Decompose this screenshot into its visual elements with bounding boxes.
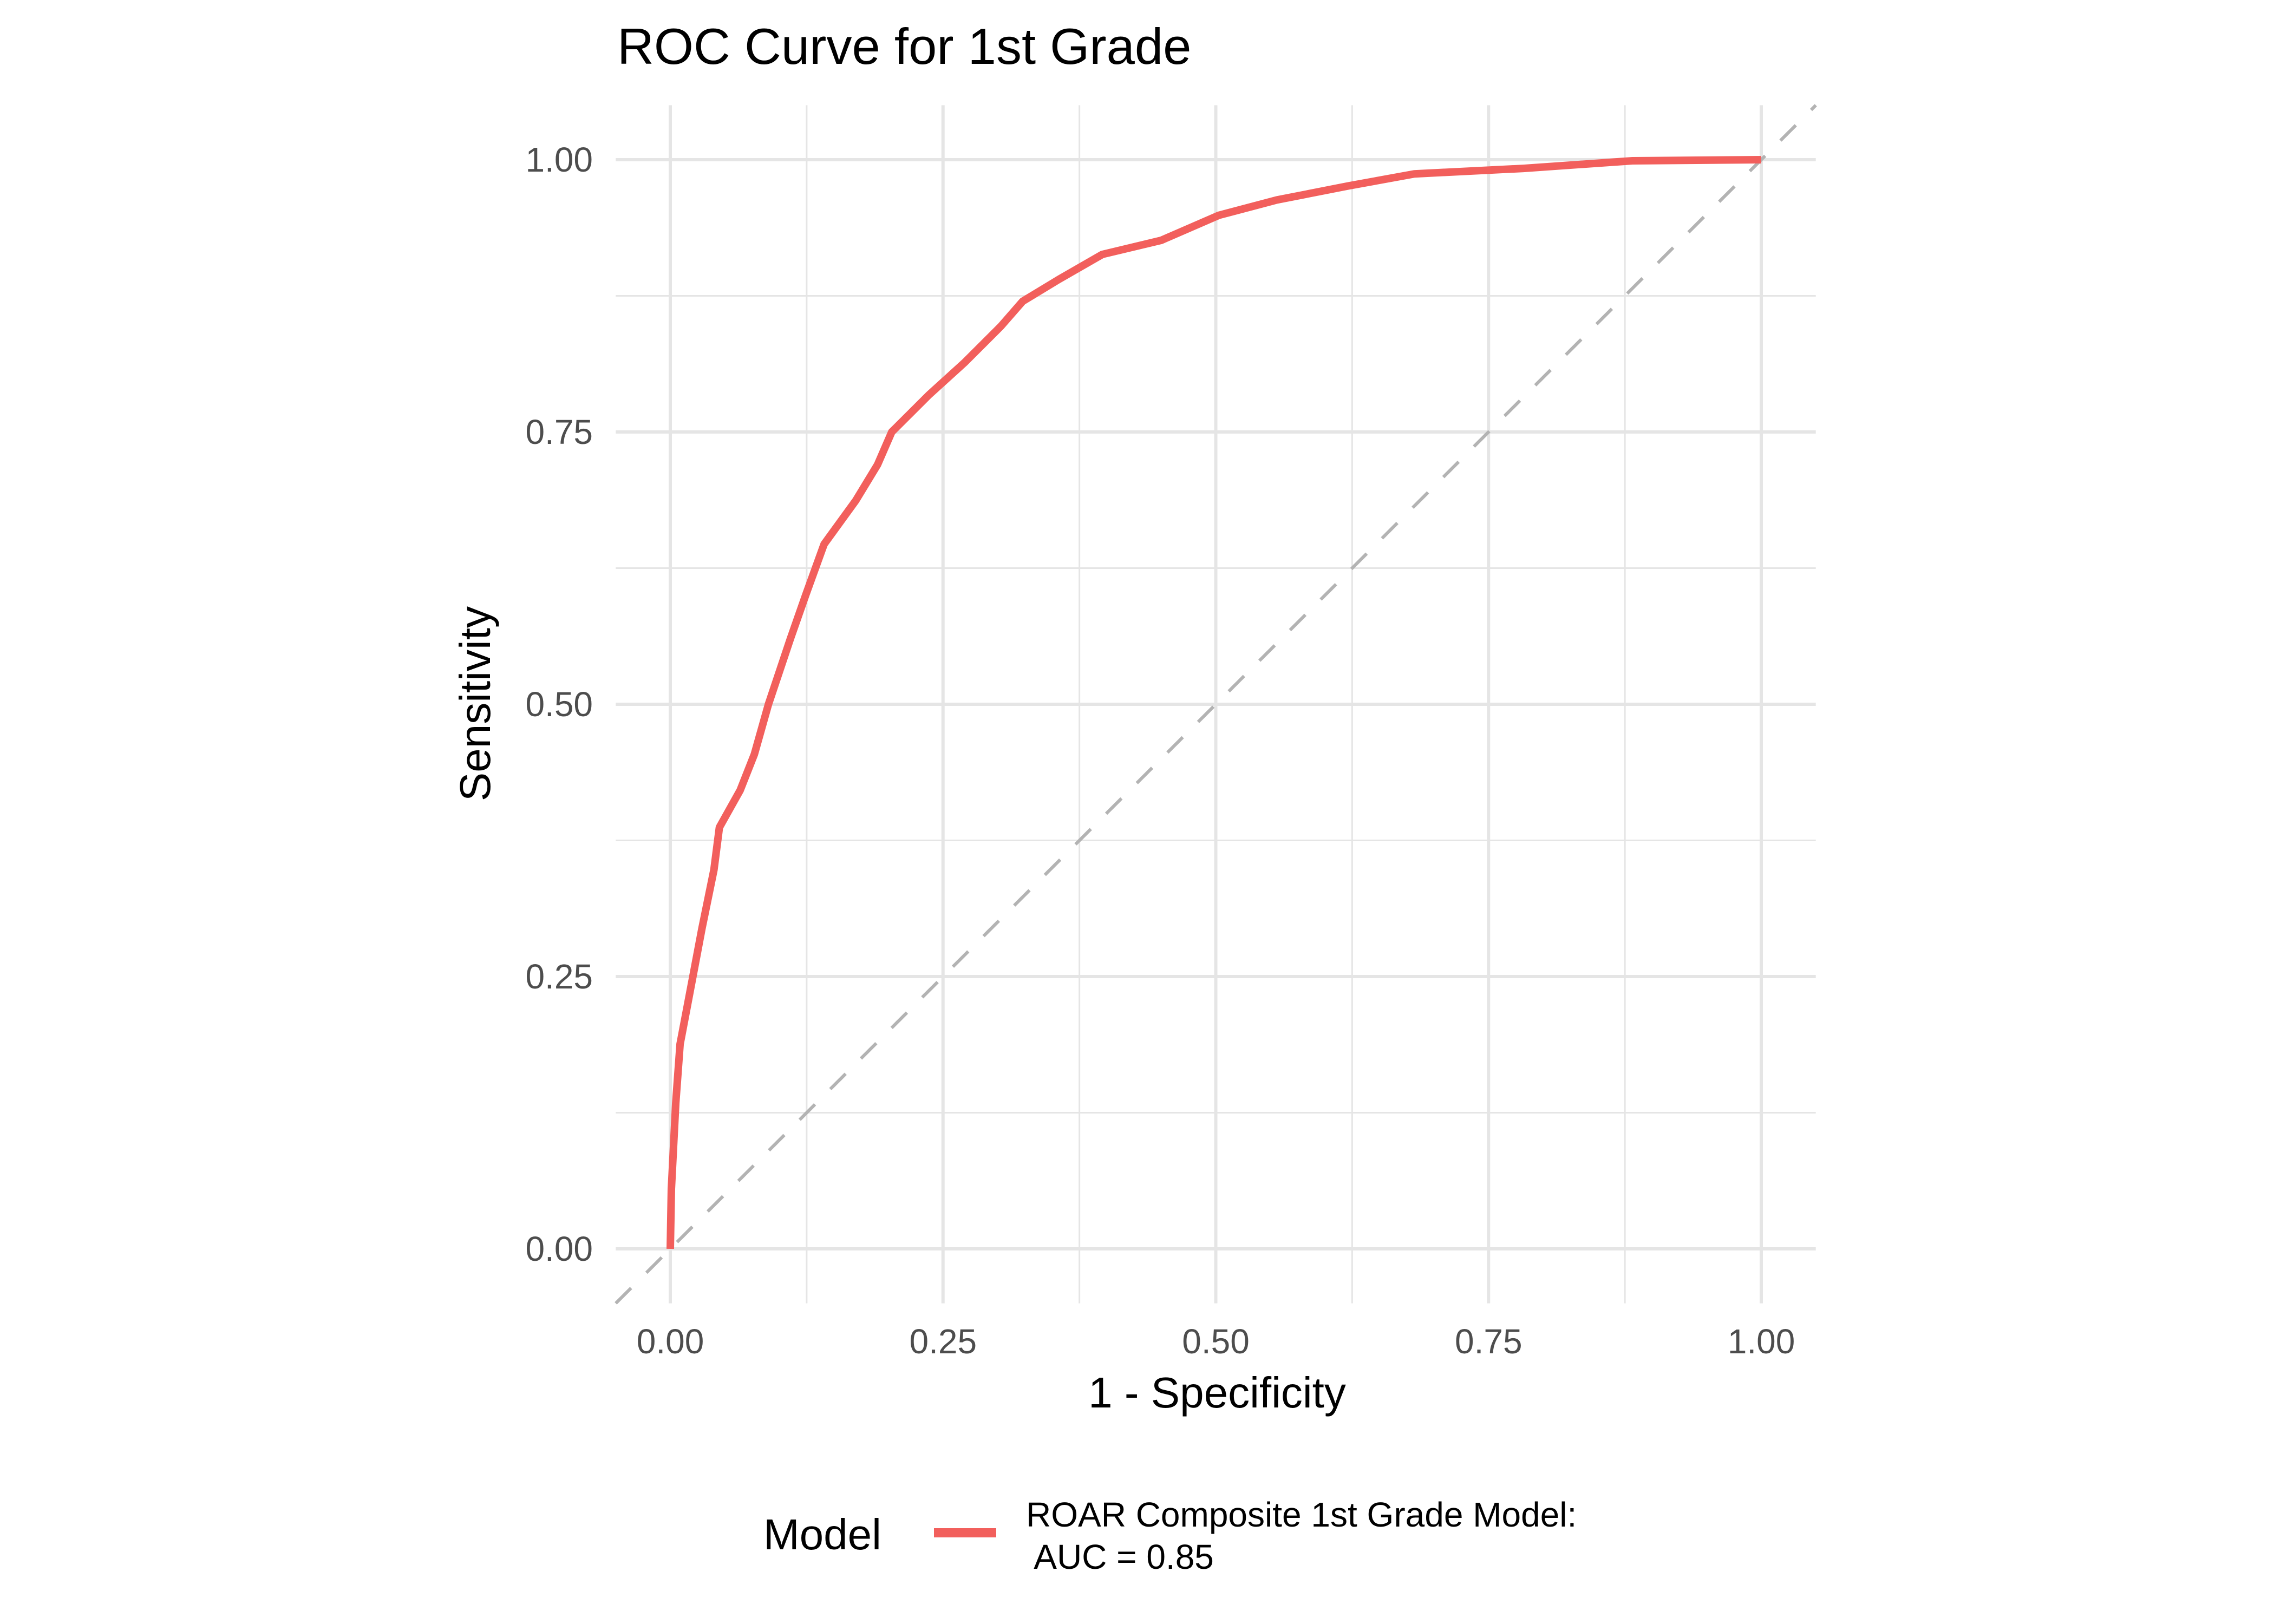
- roc-point: [768, 704, 769, 705]
- y-axis-label: Sensitivity: [451, 606, 499, 801]
- roc-point: [675, 1102, 676, 1103]
- y-tick-label: 0.00: [525, 1229, 593, 1268]
- x-tick-label: 0.00: [637, 1322, 704, 1361]
- roc-point: [754, 754, 755, 755]
- x-tick-label: 0.50: [1182, 1322, 1250, 1361]
- y-tick-label: 0.25: [525, 957, 593, 996]
- roc-point: [1414, 173, 1415, 174]
- roc-point: [877, 464, 878, 465]
- roc-point: [1276, 199, 1277, 200]
- roc-point: [1001, 326, 1002, 327]
- roc-point: [1761, 159, 1762, 160]
- roc-point: [719, 827, 720, 828]
- roc-point: [891, 431, 892, 433]
- roc-point: [701, 928, 702, 929]
- chart-title: ROC Curve for 1st Grade: [617, 18, 1191, 75]
- roc-point: [679, 1044, 681, 1045]
- roc-point: [740, 790, 741, 791]
- roc-point: [805, 595, 806, 596]
- roc-point: [929, 395, 930, 396]
- roc-point: [690, 986, 691, 987]
- roc-point: [1632, 160, 1633, 161]
- roc-point: [714, 869, 715, 870]
- y-tick-label: 0.50: [525, 685, 593, 724]
- roc-point: [1348, 185, 1349, 186]
- x-axis-ticks: 0.00 0.25 0.50 0.75 1.00: [637, 1322, 1795, 1361]
- roc-point: [964, 362, 965, 363]
- roc-point: [824, 543, 825, 545]
- grid: [616, 105, 1816, 1304]
- x-axis-label: 1 - Specificity: [1088, 1368, 1346, 1417]
- roc-point: [1022, 301, 1023, 302]
- legend-key-swatch: [934, 1528, 996, 1537]
- roc-point: [1523, 168, 1524, 169]
- legend-entry-line2: AUC = 0.85: [1026, 1537, 1214, 1576]
- y-tick-label: 1.00: [525, 140, 593, 179]
- legend-title: Model: [763, 1510, 881, 1558]
- legend: Model ROAR Composite 1st Grade Model: AU…: [763, 1495, 1577, 1576]
- y-axis-ticks: 0.00 0.25 0.50 0.75 1.00: [525, 140, 593, 1268]
- x-tick-label: 0.25: [909, 1322, 977, 1361]
- roc-point: [671, 1188, 672, 1189]
- roc-point: [855, 500, 857, 501]
- x-tick-label: 1.00: [1728, 1322, 1795, 1361]
- roc-point: [1058, 279, 1059, 280]
- legend-entry-line1: ROAR Composite 1st Grade Model:: [1026, 1495, 1577, 1534]
- roc-point: [1161, 240, 1162, 241]
- roc-point: [670, 1248, 671, 1249]
- roc-point: [1219, 215, 1220, 216]
- x-tick-label: 0.75: [1455, 1322, 1522, 1361]
- y-tick-label: 0.75: [525, 412, 593, 451]
- roc-point: [790, 638, 791, 639]
- roc-curve-line: [666, 156, 1762, 1249]
- roc-curve: [666, 156, 1762, 1249]
- roc-point: [1102, 254, 1103, 255]
